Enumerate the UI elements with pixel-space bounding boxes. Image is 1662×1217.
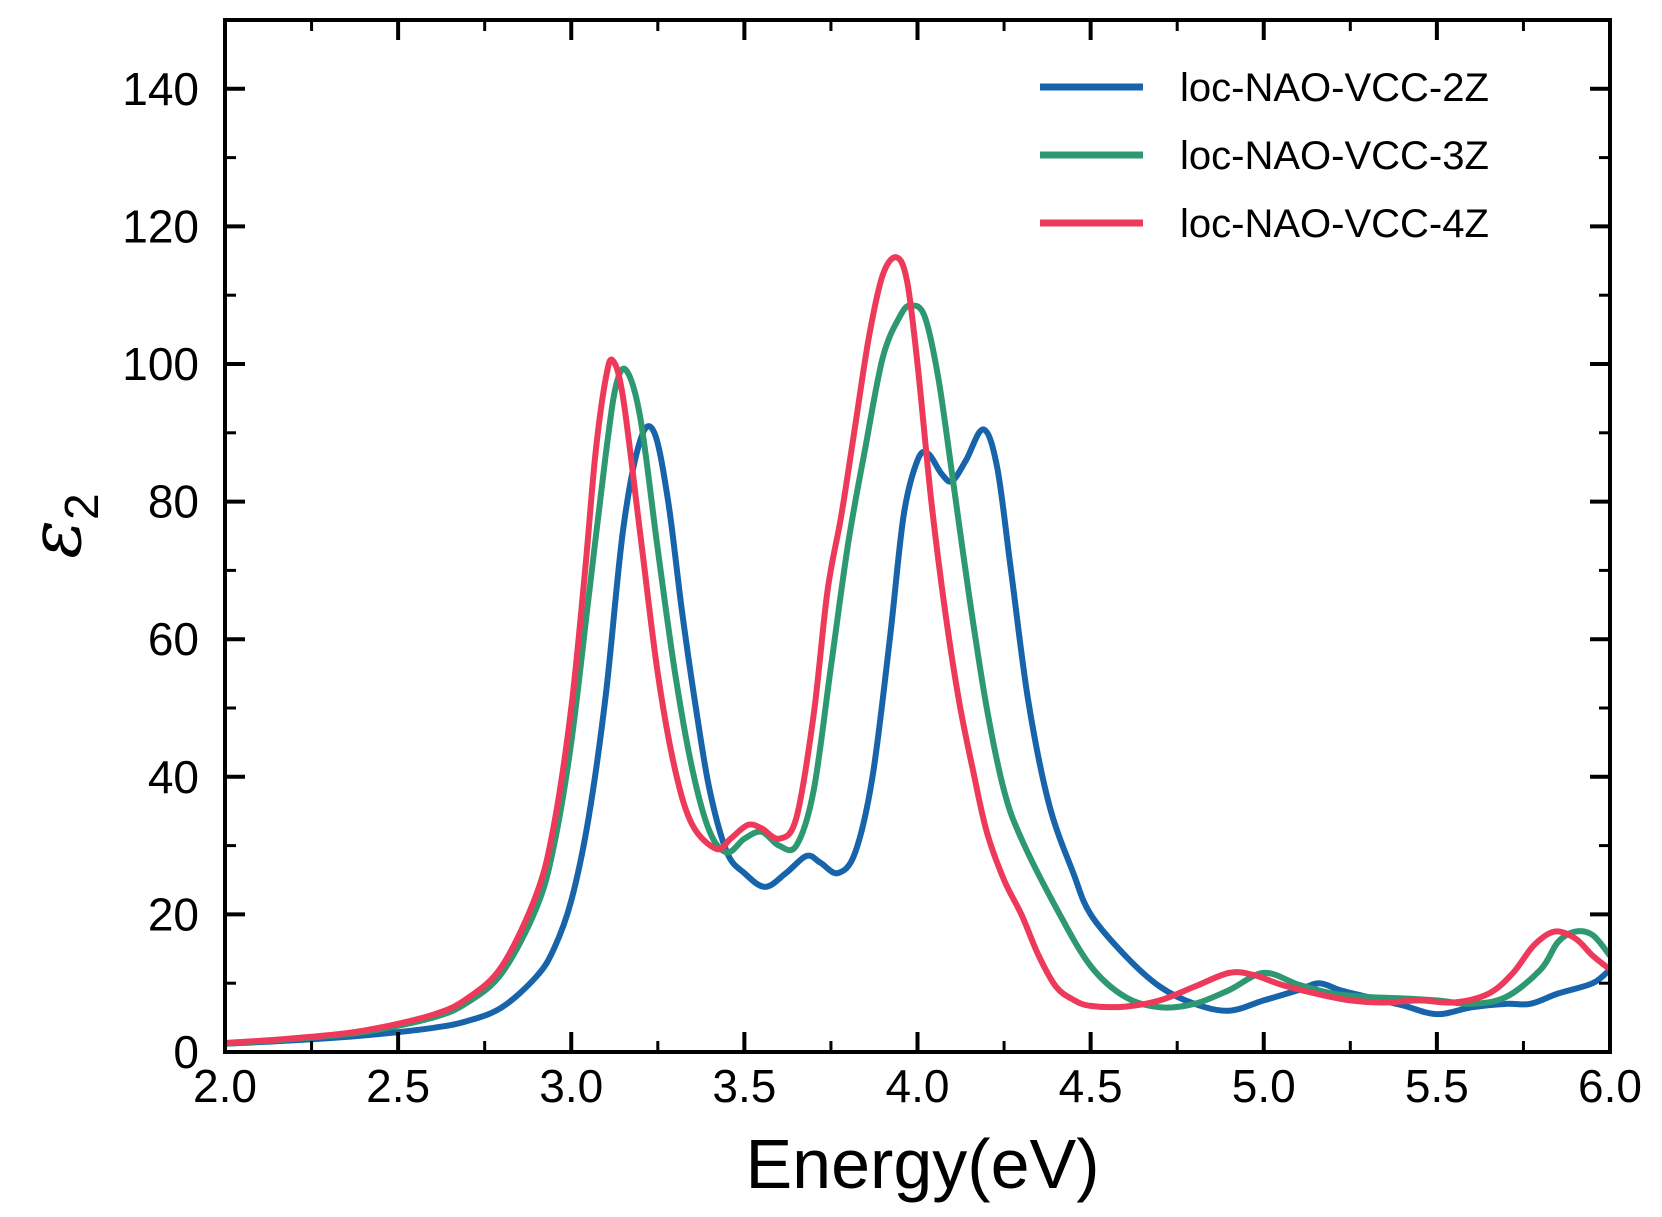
y-tick-label: 140 xyxy=(122,63,199,115)
x-axis-title: Energy(eV) xyxy=(745,1125,1099,1203)
x-tick-label: 5.5 xyxy=(1405,1060,1469,1112)
series-line-1 xyxy=(225,423,1610,1047)
x-tick-label: 4.5 xyxy=(1059,1060,1123,1112)
svg-text:ε2: ε2 xyxy=(13,493,109,558)
series-line-2 xyxy=(225,302,1610,1047)
series-layer xyxy=(225,254,1610,1047)
y-axis-symbol: ε xyxy=(13,520,97,559)
x-tick-label: 3.0 xyxy=(539,1060,603,1112)
x-tick-label: 2.5 xyxy=(366,1060,430,1112)
x-tick-label: 3.5 xyxy=(712,1060,776,1112)
y-tick-label: 120 xyxy=(122,200,199,252)
series-line-3 xyxy=(225,254,1610,1047)
plot-frame xyxy=(223,18,1612,1054)
y-axis-subscript: 2 xyxy=(56,493,109,520)
y-tick-label: 60 xyxy=(148,613,199,665)
y-tick-label: 0 xyxy=(173,1026,199,1078)
legend-label-3: loc-NAO-VCC-4Z xyxy=(1180,202,1489,246)
x-tick-label: 2.0 xyxy=(193,1060,257,1112)
legend-label-2: loc-NAO-VCC-3Z xyxy=(1180,134,1489,178)
y-tick-label: 40 xyxy=(148,751,199,803)
x-tick-label: 6.0 xyxy=(1578,1060,1642,1112)
legend-label-1: loc-NAO-VCC-2Z xyxy=(1180,66,1489,110)
y-tick-label: 100 xyxy=(122,338,199,390)
y-tick-label: 80 xyxy=(148,476,199,528)
x-tick-label: 5.0 xyxy=(1232,1060,1296,1112)
legend: loc-NAO-VCC-2Z loc-NAO-VCC-3Z loc-NAO-VCC-… xyxy=(1040,66,1489,246)
y-tick-label: 20 xyxy=(148,888,199,940)
x-tick-label: 4.0 xyxy=(886,1060,950,1112)
tick-labels: 2.0 2.5 3.0 3.5 4.0 4.5 5.0 5.5 6.0 0 20 40 60 80 100 1… xyxy=(122,63,1642,1112)
y-axis-title: ε2 xyxy=(13,493,109,558)
